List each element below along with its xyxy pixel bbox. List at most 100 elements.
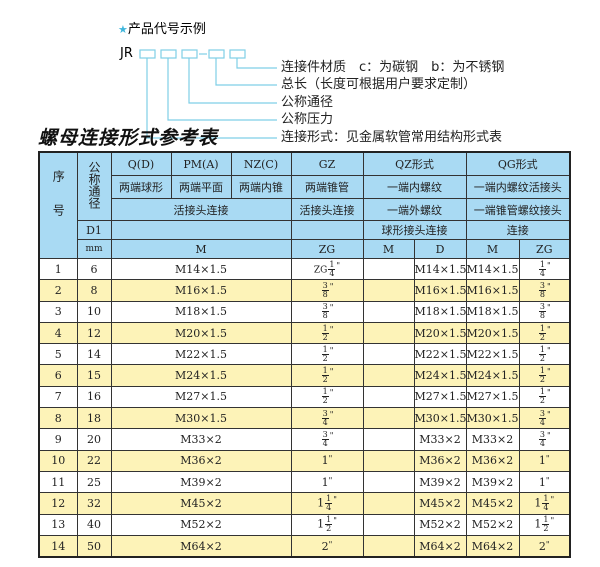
thread-m: M36×2 [110,449,292,472]
nominal-diameter: 18 [76,407,112,430]
thread-m: M18×1.5 [110,300,292,323]
header-zg: ZG [290,239,364,259]
numerator: 1 [538,344,546,355]
qz-d: M30×1.5 [413,407,467,430]
table-row: 13 40 M52×2 1 1 2 " M52×2 M52×2 1 1 2 " [38,513,571,536]
inch-mark: " [336,260,341,270]
inch-mark: " [546,324,551,334]
inch-mark: " [546,367,551,377]
inch-mark: " [550,516,555,526]
numerator: 3 [321,302,329,313]
qz-m [362,513,415,536]
numerator: 3 [538,430,546,441]
leader-line-3 [188,58,277,104]
denominator: 4 [539,417,545,427]
label-diameter: 公称通径 [281,95,334,110]
header-nominal: 公称通径 [76,151,112,221]
qz-d: M24×1.5 [413,364,467,387]
inch-mark: " [328,539,333,549]
header-qz-desc2: 一端外螺纹 [362,198,467,221]
nominal-diameter: 14 [76,343,112,366]
inch-mark: " [329,388,334,398]
qz-d: M14×1.5 [413,257,467,281]
table-row: 8 18 M30×1.5 3 4 " M30×1.5 M30×1.5 3 4 " [38,407,571,430]
code-prefix: JR [120,46,133,61]
denominator: 2 [539,375,545,385]
qz-d: M64×2 [413,534,467,558]
numerator: 3 [321,408,329,419]
qg-zg: 1 1 2 " [518,513,571,536]
header-seq: 序号 [38,151,78,259]
numerator: 1 [538,366,546,377]
header-qg-desc3: 连接 [465,220,571,240]
leader-line-4 [167,58,277,121]
qz-d: M45×2 [413,492,467,515]
header-nzc: NZ(C) [230,151,292,176]
qg-m: M20×1.5 [465,321,520,345]
thread-m: M64×2 [110,534,292,558]
label-pressure: 公称压力 [281,112,334,127]
row-number: 9 [38,428,78,451]
thread-zg: 3 8 " [290,300,364,323]
thread-m: M24×1.5 [110,364,292,387]
qg-m: M45×2 [465,492,520,515]
thread-m: M45×2 [110,492,292,515]
qz-d: M39×2 [413,470,467,494]
thread-zg: 1" [290,449,364,472]
inch-mark: " [546,345,551,355]
header-pma-desc: 两端平面 [170,175,232,199]
qg-zg: 3 4 " [518,407,571,430]
thread-zg: 1 2 " [290,321,364,345]
nominal-diameter: 8 [76,279,112,302]
qg-m: M36×2 [465,449,520,472]
inch-mark: " [546,281,551,291]
denominator: 2 [322,375,328,385]
table-row: 5 14 M22×1.5 1 2 " M22×1.5 M22×1.5 1 2 " [38,343,571,366]
qg-m: M64×2 [465,534,520,558]
qg-zg: 3 4 " [518,428,571,451]
qg-m: M30×1.5 [465,407,520,430]
thread-m: M16×1.5 [110,279,292,302]
nominal-diameter: 20 [76,428,112,451]
row-number: 1 [38,257,78,281]
nominal-diameter: 16 [76,385,112,409]
leader-line-1 [236,58,277,69]
header-union: 活接头连接 [110,198,292,221]
table-row: 6 15 M24×1.5 1 2 " M24×1.5 M24×1.5 1 2 " [38,364,571,387]
numerator: 1 [542,515,550,526]
qz-m [362,279,415,302]
qg-m: M27×1.5 [465,385,520,409]
numerator: 1 [321,387,329,398]
nominal-diameter: 22 [76,449,112,472]
table-title: 螺母连接形式参考表 [38,127,219,149]
table-row: 4 12 M20×1.5 1 2 " M20×1.5 M20×1.5 1 2 " [38,321,571,345]
qg-zg: 3 8 " [518,300,571,323]
qg-m: M24×1.5 [465,364,520,387]
header-qg: QG形式 [465,151,571,176]
thread-zg: 1 1 4 " [290,492,364,515]
thread-prefix: ZG [313,265,328,276]
denominator: 8 [539,311,545,321]
inch-mark: " [329,324,334,334]
qz-m [362,449,415,472]
qz-m [362,364,415,387]
qz-d: M36×2 [413,449,467,472]
thread-zg: 3 4 " [290,428,364,451]
qz-d: M16×1.5 [413,279,467,302]
numerator: 1 [325,515,333,526]
denominator: 8 [539,289,545,299]
qg-m: M22×1.5 [465,343,520,366]
whole-inch: 1 [317,517,325,531]
qg-m: M39×2 [465,470,520,494]
header-qz-desc3: 球形接头连接 [362,220,467,240]
code-box-1 [139,49,156,59]
whole-inch: 1 [321,454,329,468]
